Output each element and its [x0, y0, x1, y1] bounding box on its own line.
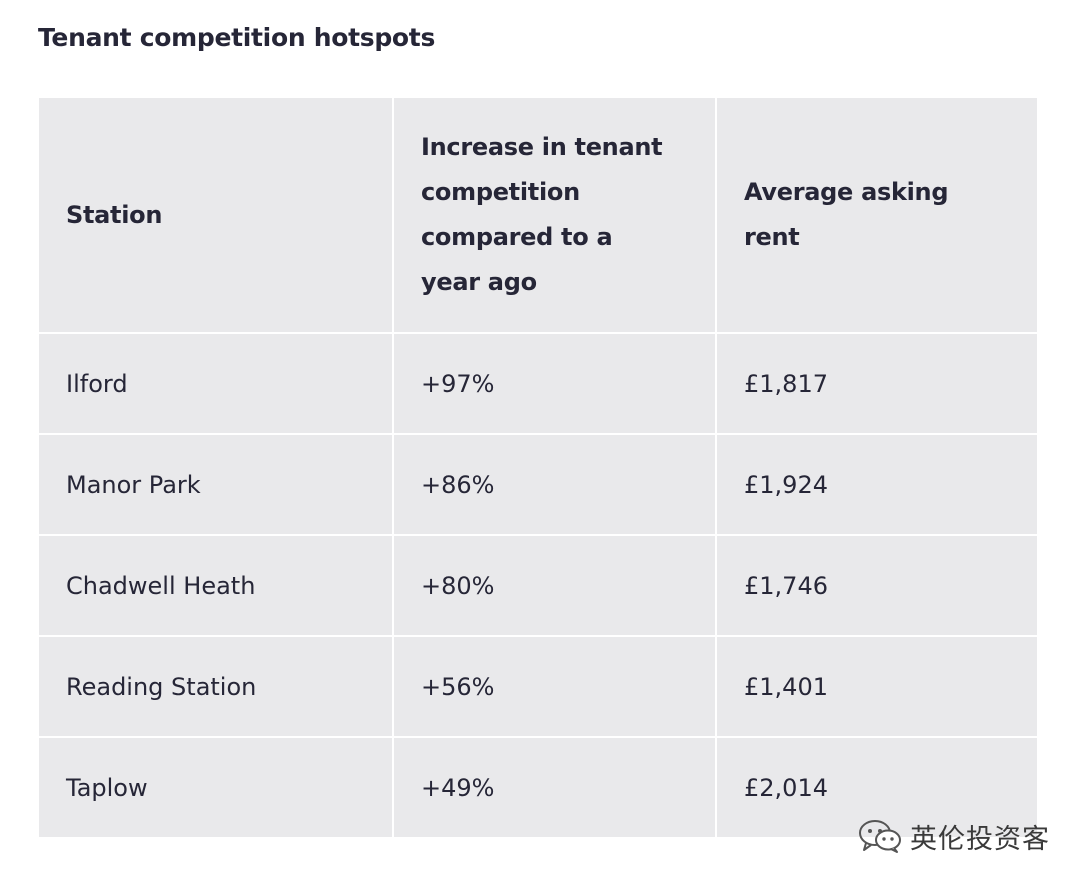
station-cell: Manor Park [39, 433, 394, 536]
rent-cell: £1,401 [715, 635, 1037, 738]
table-row: Taplow +49% £2,014 [39, 736, 1037, 837]
table-row: Chadwell Heath +80% £1,746 [39, 534, 1037, 637]
table-header-row: Station Increase in tenant competition c… [39, 98, 1037, 334]
rent-cell: £1,817 [715, 332, 1037, 435]
table-row: Ilford +97% £1,817 [39, 332, 1037, 435]
column-header-increase: Increase in tenant competition compared … [392, 98, 717, 334]
increase-cell: +86% [392, 433, 717, 536]
watermark-text: 英伦投资客 [910, 823, 1050, 855]
table-row: Reading Station +56% £1,401 [39, 635, 1037, 738]
page-title: Tenant competition hotspots [38, 23, 436, 52]
column-header-rent: Average asking rent [715, 98, 1037, 334]
increase-cell: +97% [392, 332, 717, 435]
rent-cell: £1,924 [715, 433, 1037, 536]
increase-cell: +80% [392, 534, 717, 637]
station-cell: Taplow [39, 736, 394, 837]
station-cell: Chadwell Heath [39, 534, 394, 637]
increase-cell: +56% [392, 635, 717, 738]
station-cell: Ilford [39, 332, 394, 435]
watermark: 英伦投资客 [858, 816, 1050, 856]
table-row: Manor Park +86% £1,924 [39, 433, 1037, 536]
wechat-icon [859, 820, 901, 853]
station-cell: Reading Station [39, 635, 394, 738]
rent-cell: £1,746 [715, 534, 1037, 637]
hotspots-table: Station Increase in tenant competition c… [39, 98, 1037, 837]
column-header-station: Station [39, 98, 394, 334]
increase-cell: +49% [392, 736, 717, 837]
